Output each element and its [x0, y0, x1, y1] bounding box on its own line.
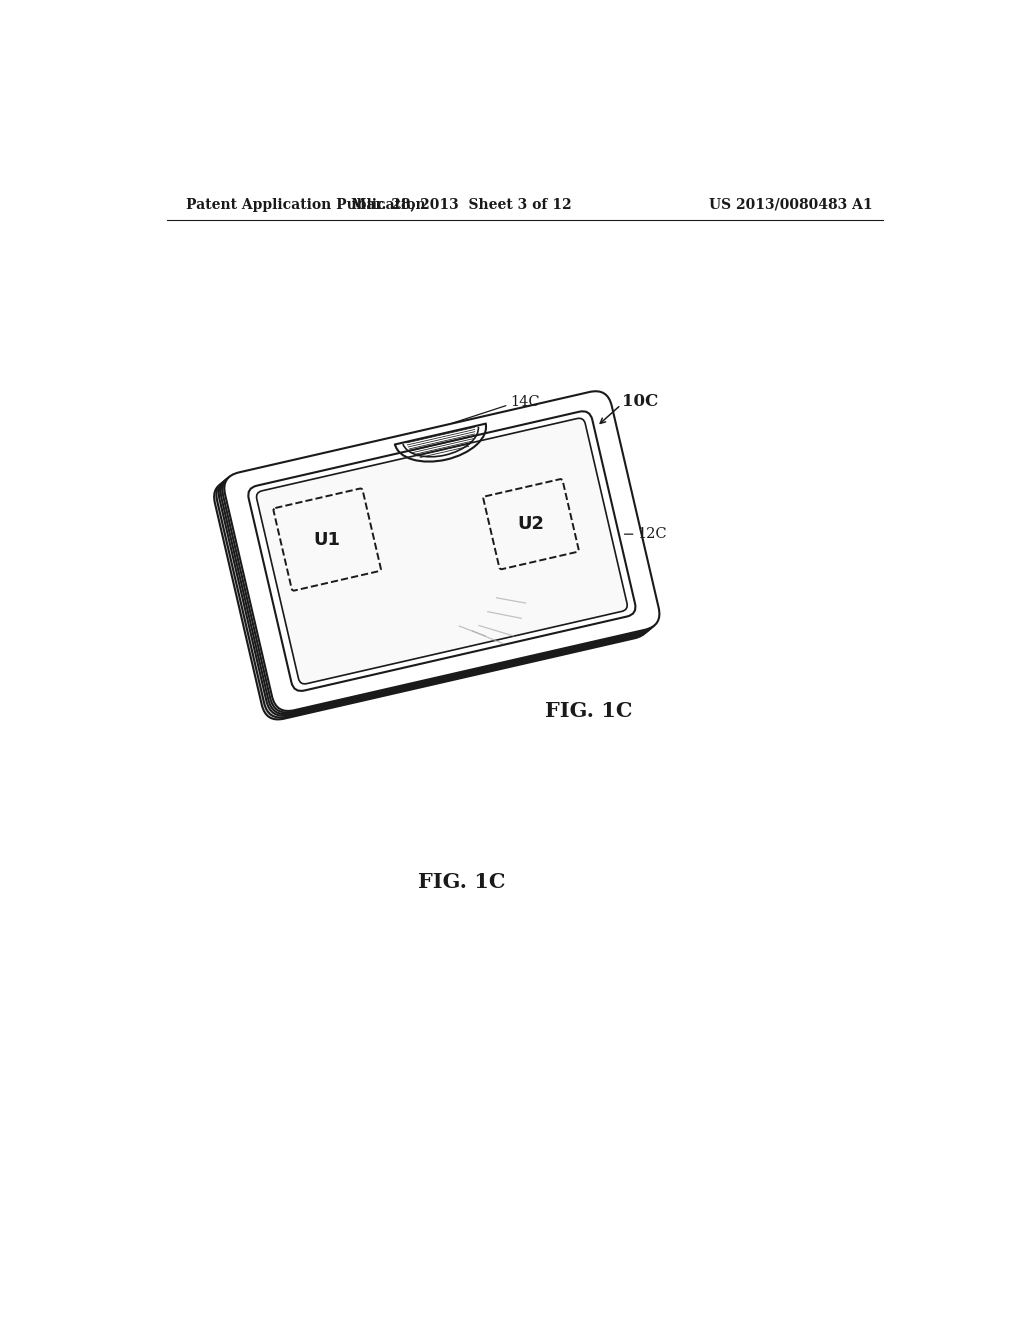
FancyBboxPatch shape [248, 412, 636, 690]
Text: 12C: 12C [637, 527, 667, 541]
FancyBboxPatch shape [222, 393, 657, 713]
FancyBboxPatch shape [219, 396, 654, 715]
Text: 10C: 10C [623, 393, 658, 411]
FancyBboxPatch shape [214, 400, 649, 719]
FancyBboxPatch shape [216, 397, 651, 718]
Text: 14C: 14C [510, 395, 540, 409]
FancyBboxPatch shape [256, 418, 628, 684]
FancyBboxPatch shape [224, 391, 659, 711]
Text: U1: U1 [313, 531, 341, 549]
Text: FIG. 1C: FIG. 1C [418, 873, 505, 892]
Text: FIG. 1C: FIG. 1C [546, 701, 633, 721]
Text: US 2013/0080483 A1: US 2013/0080483 A1 [710, 198, 872, 211]
FancyBboxPatch shape [220, 395, 655, 714]
Text: Patent Application Publication: Patent Application Publication [186, 198, 426, 211]
Text: U2: U2 [517, 515, 545, 533]
Text: Mar. 28, 2013  Sheet 3 of 12: Mar. 28, 2013 Sheet 3 of 12 [351, 198, 571, 211]
